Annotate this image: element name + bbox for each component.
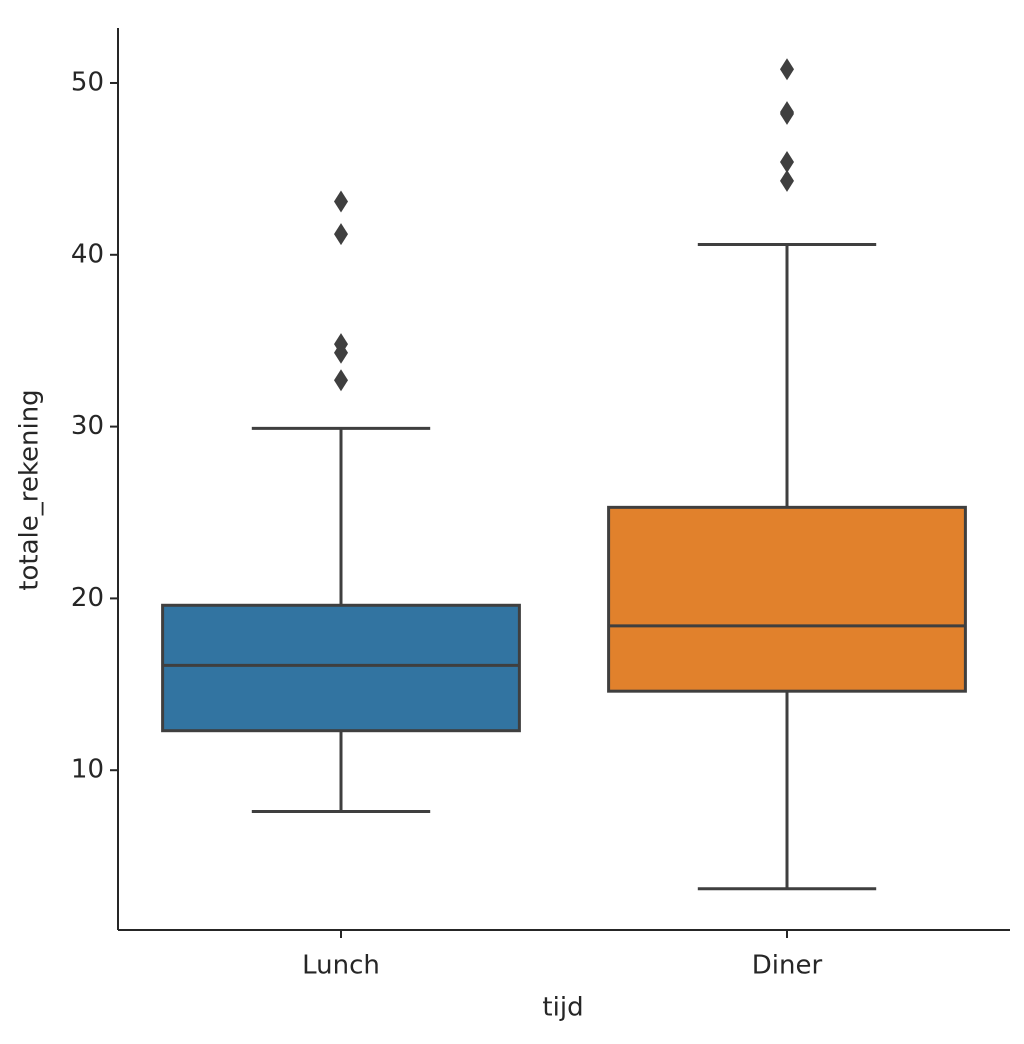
y-tick-label: 30	[71, 411, 104, 441]
y-axis-label: totale_rekening	[15, 389, 45, 590]
x-tick-label: Lunch	[302, 951, 380, 981]
outlier	[780, 169, 794, 192]
outlier	[334, 369, 348, 392]
x-tick-label: Diner	[752, 951, 823, 981]
outlier	[780, 58, 794, 81]
y-tick-label: 10	[71, 755, 104, 785]
y-tick-label: 50	[71, 67, 104, 97]
outlier	[334, 190, 348, 213]
box	[161, 603, 521, 733]
outlier	[334, 333, 348, 356]
box	[607, 505, 967, 693]
y-tick-label: 40	[71, 239, 104, 269]
x-axis-label: tijd	[542, 993, 583, 1023]
outlier	[780, 151, 794, 174]
y-tick-label: 20	[71, 583, 104, 613]
outlier	[780, 101, 794, 124]
outlier	[334, 223, 348, 246]
